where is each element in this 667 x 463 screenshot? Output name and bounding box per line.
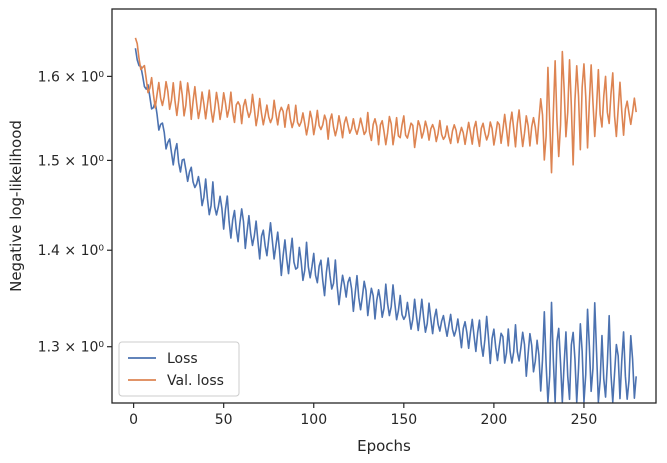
legend-label: Loss xyxy=(167,351,198,367)
axes-frame xyxy=(111,8,657,404)
legend: Loss Val. loss xyxy=(118,341,240,397)
y-tick-label: 1.4 × 10⁰ xyxy=(38,243,105,259)
y-tick-label: 1.5 × 10⁰ xyxy=(38,153,105,169)
x-tick-label: 50 xyxy=(215,412,233,428)
y-axis-label: Negative log-likelihood xyxy=(7,120,25,292)
x-tick-label: 0 xyxy=(129,412,138,428)
y-tick-label: 1.6 × 10⁰ xyxy=(38,69,105,85)
series-line-loss xyxy=(134,48,637,403)
legend-box xyxy=(118,341,240,397)
x-tick-label: 200 xyxy=(481,412,508,428)
plot-area: 0 50 100 150 200 250 1.3 × 10⁰ 1.4 × 10⁰ 1.5 × 1… xyxy=(7,8,657,455)
x-tick-label: 150 xyxy=(390,412,417,428)
x-tick-label: 100 xyxy=(300,412,327,428)
x-tick-label: 250 xyxy=(571,412,598,428)
y-tick-label: 1.3 × 10⁰ xyxy=(38,340,105,356)
series-line-val-loss xyxy=(134,37,637,174)
legend-label: Val. loss xyxy=(167,373,224,389)
x-axis-label: Epochs xyxy=(357,437,411,455)
